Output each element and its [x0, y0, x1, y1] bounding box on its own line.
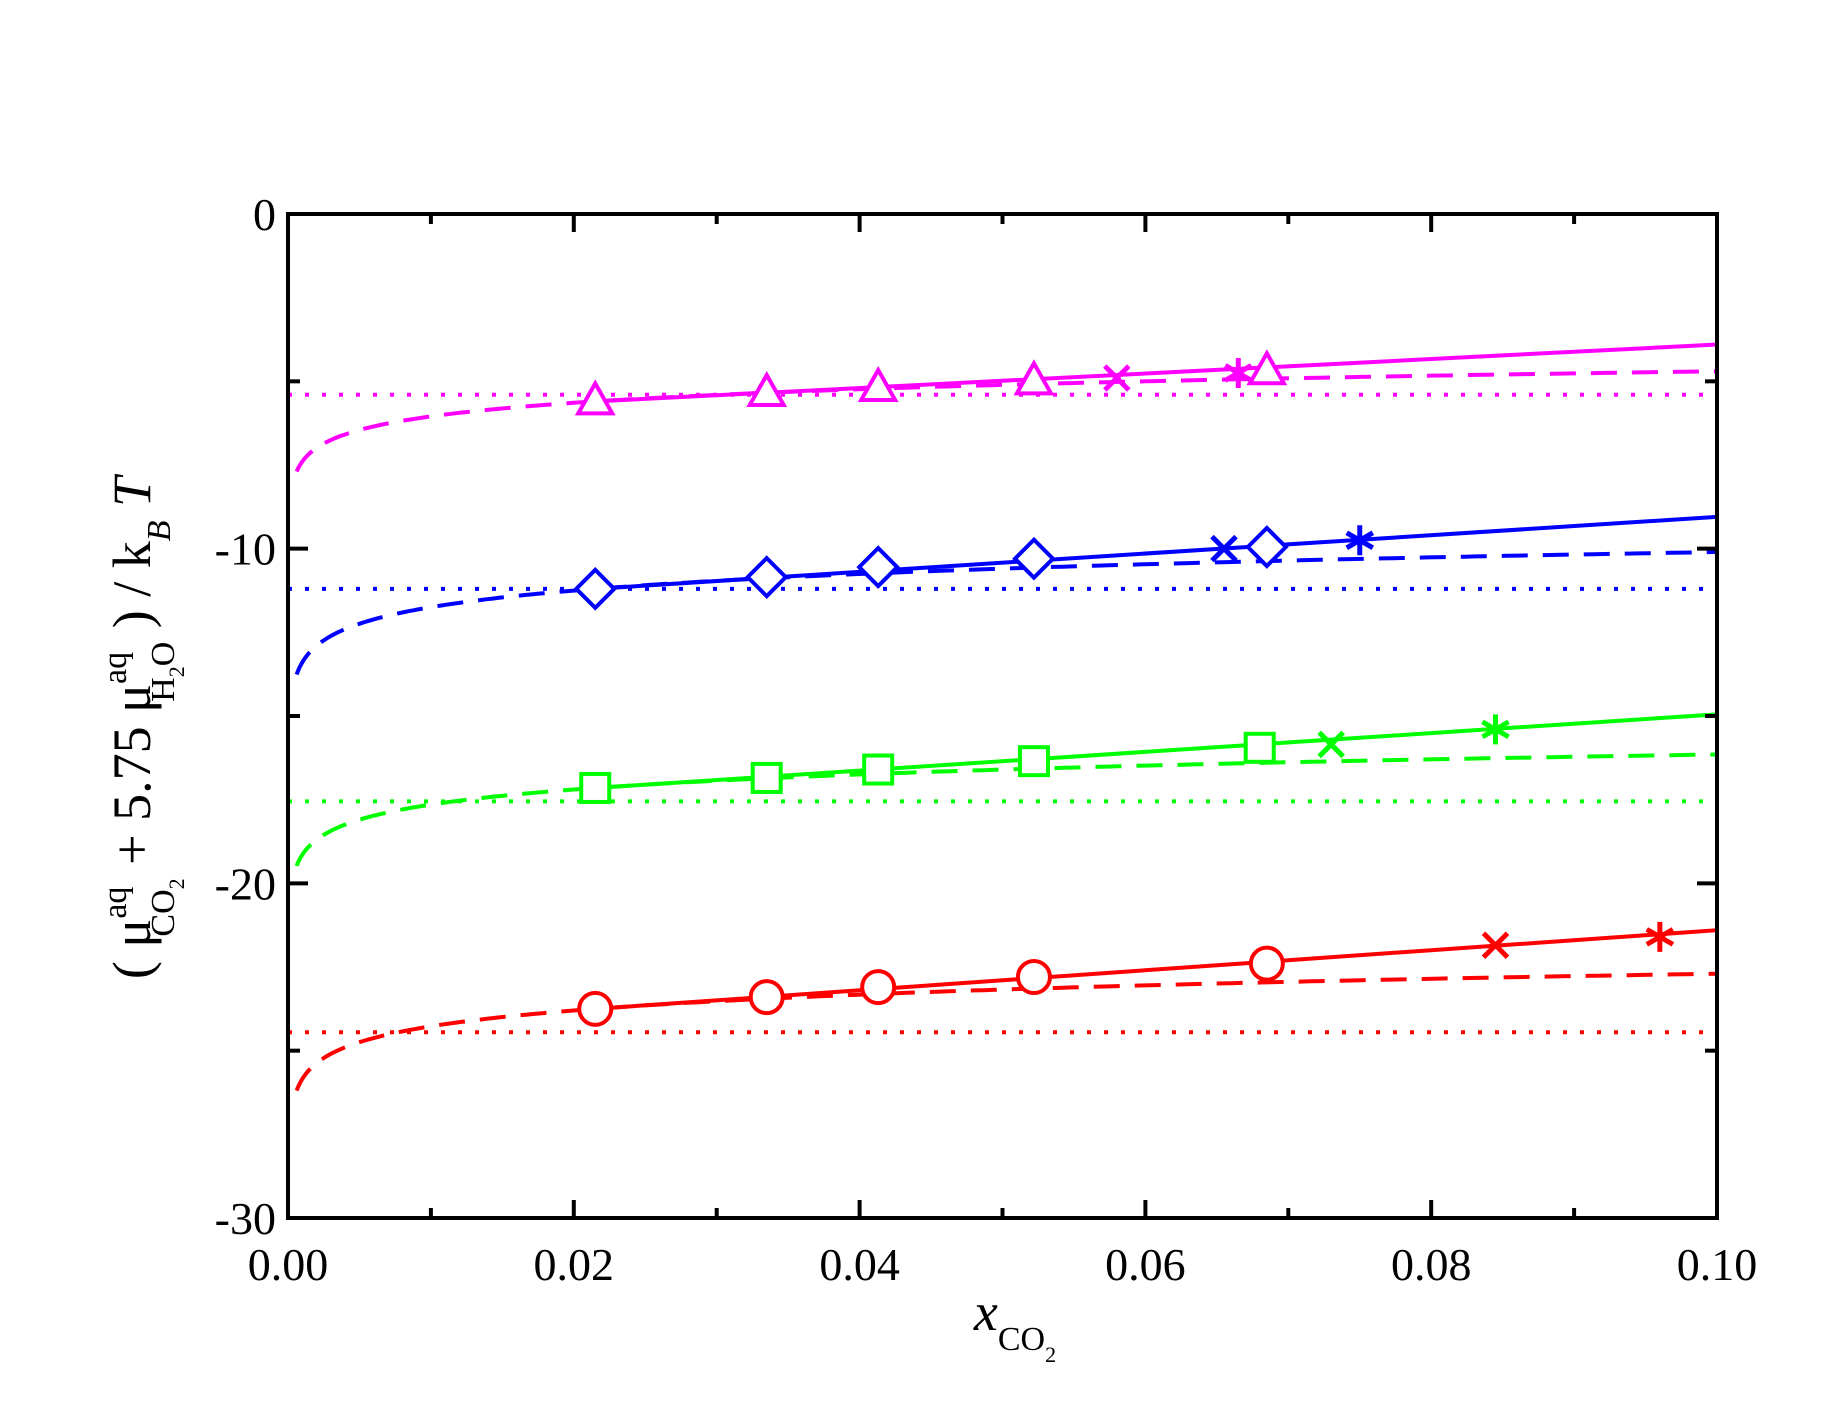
series-1-point-5 — [1246, 349, 1288, 386]
series-1-dashed-curve — [294, 369, 1718, 473]
series-4-point-4 — [1015, 959, 1052, 996]
x-axis-title: xCO2 — [973, 1282, 1056, 1367]
series-1-x-marker — [1103, 364, 1131, 392]
series-1-star-marker — [1223, 357, 1253, 388]
series-1-point-1 — [574, 379, 616, 416]
series-1-point-3 — [857, 365, 899, 403]
series-4-point-5 — [1248, 945, 1285, 982]
series-4-point-2 — [748, 979, 785, 1016]
series-3-point-4 — [1017, 745, 1050, 778]
y-tick-label: 0 — [253, 189, 276, 240]
series-1-fit-line — [595, 342, 1718, 404]
series-1-point-4 — [1013, 359, 1055, 396]
plot-area — [288, 342, 1718, 1092]
series-3-x-marker — [1317, 730, 1345, 759]
series-4-point-1 — [577, 990, 614, 1027]
series-1-point-2 — [746, 370, 788, 408]
series-3-star-marker — [1481, 714, 1510, 745]
series-2-star-marker — [1345, 525, 1375, 556]
series-2-dashed-curve — [294, 550, 1718, 676]
series-4-point-3 — [860, 969, 897, 1006]
plot-frame — [286, 212, 1719, 1220]
y-tick-label: -20 — [215, 858, 276, 909]
series-2-point-5 — [1245, 525, 1289, 569]
x-tick-label: 0.06 — [1105, 1239, 1186, 1290]
series-3-point-1 — [579, 771, 612, 804]
y-axis-title: ( μaq CO2 + 5.75 μaqH2O ) / kB T — [97, 473, 189, 979]
series-3-point-5 — [1243, 731, 1276, 764]
series-2-point-3 — [856, 545, 901, 589]
series-2-point-4 — [1012, 536, 1056, 581]
series-2-point-2 — [744, 555, 789, 599]
x-tick-label: 0.00 — [248, 1239, 329, 1290]
series-3-point-2 — [750, 761, 783, 794]
y-tick-label: -30 — [215, 1193, 276, 1244]
series-2-point-1 — [573, 566, 618, 611]
series-2-x-marker — [1210, 534, 1238, 563]
series-4-star-marker — [1645, 921, 1675, 952]
series-4-dashed-curve — [294, 971, 1718, 1092]
series-4-x-marker — [1481, 931, 1510, 960]
x-tick-label: 0.04 — [819, 1239, 900, 1290]
series-3-point-3 — [862, 753, 895, 786]
x-tick-label: 0.02 — [534, 1239, 615, 1290]
axes: 0.00 0.02 0.04 0.06 0.08 0.10 -30 -20 -10 0 — [215, 189, 1758, 1290]
x-tick-label: 0.08 — [1391, 1239, 1472, 1290]
x-tick-label: 0.10 — [1677, 1239, 1758, 1290]
series-3-dashed-curve — [294, 752, 1718, 867]
y-tick-label: -10 — [215, 524, 276, 575]
